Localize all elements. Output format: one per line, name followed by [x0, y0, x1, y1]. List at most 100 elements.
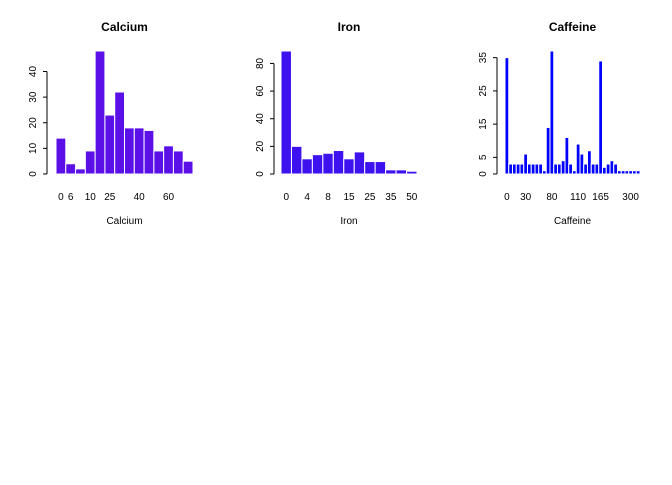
iron-y-tick-label-0: 0 — [255, 171, 266, 177]
iron-y-tick-label-2: 40 — [255, 113, 266, 125]
calcium-xlabel: Calcium — [106, 216, 142, 227]
iron-x-tick-label-6: 50 — [406, 192, 418, 203]
iron-bar-6 — [343, 158, 355, 175]
caffeine-bar-6 — [527, 163, 532, 175]
iron-bar-9 — [374, 161, 387, 175]
caffeine-bar-30 — [617, 170, 622, 175]
calcium-bar-8 — [133, 127, 145, 175]
caffeine-bar-14 — [557, 163, 562, 175]
iron-bar-4 — [322, 152, 334, 175]
iron-bar-5 — [332, 150, 345, 175]
calcium-x-tick-label-3: 25 — [104, 192, 116, 203]
caffeine-bar-21 — [583, 163, 588, 175]
iron-y-tick-label-1: 20 — [255, 140, 266, 152]
caffeine-bar-20 — [579, 153, 585, 175]
calcium-x-tick-label-1: 6 — [68, 192, 74, 203]
caffeine-bar-8 — [534, 163, 540, 175]
caffeine-y-tick-label-1: 5 — [478, 154, 489, 160]
calcium-bar-13 — [182, 160, 194, 175]
caffeine-y-tick-label-3: 25 — [478, 85, 489, 97]
caffeine-bar-9 — [538, 163, 543, 175]
caffeine-bar-23 — [590, 163, 596, 175]
caffeine-x-tick-label-2: 80 — [546, 192, 558, 203]
caffeine-bar-1 — [508, 163, 513, 175]
caffeine-bar-25 — [598, 60, 603, 175]
caffeine-bar-19 — [575, 143, 581, 175]
caffeine-bar-34 — [632, 170, 637, 175]
iron-x-tick-label-2: 8 — [325, 192, 331, 203]
iron-bar-12 — [406, 170, 418, 175]
iron-xlabel: Iron — [340, 216, 357, 227]
calcium-y-tick-label-2: 20 — [28, 117, 39, 129]
calcium-y-tick-label-0: 0 — [28, 171, 39, 177]
calcium-bar-6 — [114, 91, 125, 175]
caffeine-x-tick-label-1: 30 — [520, 192, 532, 203]
iron-y-tick-label-4: 80 — [255, 57, 266, 69]
iron-panel: Iron Iron 0 20 40 60 80 0 4 8 15 25 35 50 — [255, 20, 418, 227]
iron-bar-0 — [280, 50, 292, 175]
caffeine-bar-28 — [609, 160, 615, 175]
calcium-y-tick-label-1: 10 — [28, 142, 39, 154]
iron-bar-11 — [395, 169, 408, 175]
calcium-bar-0 — [55, 137, 67, 175]
calcium-bar-10 — [153, 150, 165, 175]
calcium-y-tick-label-3: 30 — [28, 91, 39, 103]
calcium-x-tick-label-0: 0 — [58, 192, 64, 203]
calcium-bar-12 — [172, 150, 184, 175]
caffeine-x-tick-label-3: 110 — [570, 192, 586, 203]
caffeine-bar-11 — [545, 126, 551, 175]
caffeine-bar-16 — [564, 136, 570, 175]
calcium-x-tick-label-2: 10 — [85, 192, 97, 203]
iron-x-tick-label-5: 35 — [385, 192, 397, 203]
caffeine-bar-18 — [572, 170, 577, 175]
caffeine-bar-0 — [504, 57, 510, 175]
calcium-x-tick-label-5: 60 — [163, 192, 175, 203]
caffeine-bar-5 — [523, 153, 528, 175]
iron-bar-1 — [290, 145, 303, 175]
caffeine-bar-7 — [530, 163, 536, 175]
caffeine-bar-29 — [613, 163, 618, 175]
calcium-bar-7 — [124, 127, 135, 175]
caffeine-bar-15 — [560, 160, 566, 175]
calcium-bar-9 — [143, 129, 155, 175]
calcium-bar-2 — [75, 168, 86, 175]
caffeine-bar-3 — [515, 163, 521, 175]
caffeine-bar-2 — [512, 163, 517, 175]
calcium-title: Calcium — [101, 20, 148, 34]
iron-x-tick-label-0: 0 — [283, 192, 289, 203]
caffeine-bar-24 — [594, 163, 600, 175]
iron-bar-7 — [353, 151, 366, 175]
calcium-bar-4 — [94, 50, 106, 175]
caffeine-bar-4 — [519, 163, 525, 175]
caffeine-bar-26 — [602, 166, 607, 175]
iron-bar-8 — [364, 161, 376, 175]
caffeine-bar-33 — [628, 170, 633, 175]
iron-bar-2 — [301, 158, 313, 175]
iron-bar-10 — [385, 169, 397, 175]
caffeine-bar-10 — [542, 170, 547, 175]
caffeine-bar-31 — [620, 170, 626, 175]
caffeine-bar-35 — [635, 170, 641, 175]
caffeine-bar-17 — [568, 163, 573, 175]
caffeine-y-tick-label-2: 15 — [478, 118, 489, 130]
iron-title: Iron — [338, 20, 361, 34]
caffeine-y-tick-label-0: 0 — [478, 171, 489, 177]
calcium-bar-11 — [163, 145, 174, 175]
caffeine-xlabel: Caffeine — [554, 216, 592, 227]
iron-x-tick-label-4: 25 — [364, 192, 376, 203]
caffeine-x-tick-label-5: 300 — [622, 192, 639, 203]
caffeine-y-tick-label-4: 35 — [478, 52, 489, 64]
calcium-bar-3 — [84, 150, 96, 175]
calcium-y-tick-label-4: 40 — [28, 66, 39, 78]
caffeine-x-tick-label-4: 165 — [592, 192, 609, 203]
caffeine-bar-27 — [605, 163, 611, 175]
caffeine-bar-32 — [624, 170, 630, 175]
caffeine-bar-22 — [587, 150, 592, 175]
iron-bar-3 — [311, 154, 324, 175]
caffeine-title: Caffeine — [549, 20, 597, 34]
iron-x-tick-label-3: 15 — [343, 192, 355, 203]
calcium-x-tick-label-4: 40 — [134, 192, 146, 203]
